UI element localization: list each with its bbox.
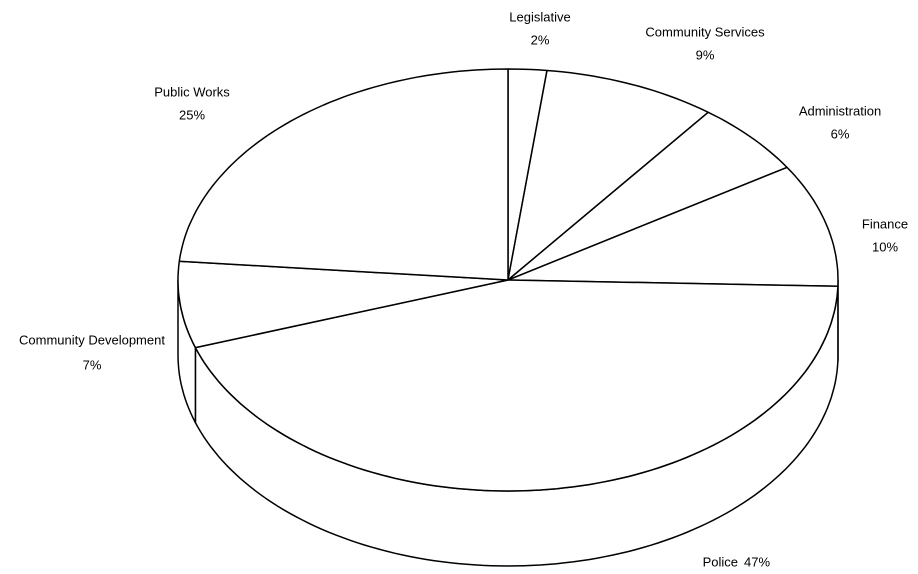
slice-label: Legislative: [509, 9, 570, 24]
slice: [507, 69, 709, 281]
slice: [507, 111, 788, 281]
slice: [177, 260, 509, 349]
slice-value-label: 2%: [531, 32, 550, 47]
slice-value-label: 10%: [872, 239, 898, 254]
slice-value-label: 47%: [744, 554, 770, 569]
slice-label: Community Development: [19, 332, 165, 347]
slice: [507, 166, 839, 288]
slice-label: Public Works: [154, 84, 230, 99]
slice-label: Administration: [799, 103, 881, 118]
slice-value-label: 7%: [83, 357, 102, 372]
slice-value-label: 6%: [831, 126, 850, 141]
slice-value-label: 25%: [179, 107, 205, 122]
slice-value-label: 9%: [696, 47, 715, 62]
slice-label: Community Services: [645, 24, 765, 39]
slice: [194, 279, 839, 492]
slice: [178, 68, 509, 281]
slice-label: Finance: [862, 216, 908, 231]
slice-label: Police: [703, 554, 738, 569]
